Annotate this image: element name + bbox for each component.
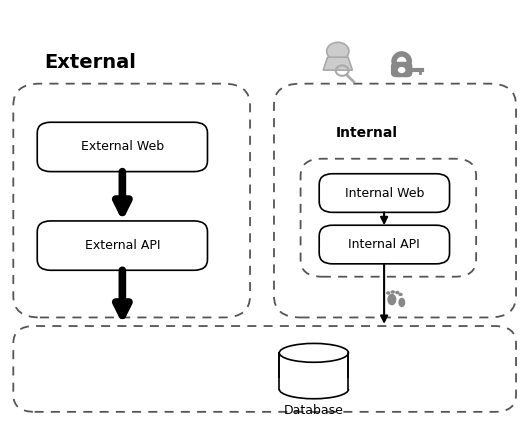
Text: Internal API: Internal API xyxy=(348,238,420,251)
Circle shape xyxy=(327,42,349,60)
FancyBboxPatch shape xyxy=(319,225,450,264)
Ellipse shape xyxy=(387,294,396,305)
Polygon shape xyxy=(323,57,352,70)
Text: Internal: Internal xyxy=(336,126,398,140)
FancyBboxPatch shape xyxy=(319,174,450,212)
Text: External: External xyxy=(45,53,136,72)
Text: Database: Database xyxy=(284,404,344,417)
Circle shape xyxy=(390,290,395,294)
FancyBboxPatch shape xyxy=(37,122,207,172)
Ellipse shape xyxy=(398,298,405,307)
Bar xyxy=(279,353,348,390)
Text: Internal Web: Internal Web xyxy=(345,187,424,199)
Text: External API: External API xyxy=(85,239,160,252)
Circle shape xyxy=(398,293,403,296)
FancyBboxPatch shape xyxy=(37,221,207,270)
Circle shape xyxy=(398,67,405,73)
Text: External Web: External Web xyxy=(81,140,164,154)
Bar xyxy=(278,378,350,390)
Ellipse shape xyxy=(279,380,348,399)
Circle shape xyxy=(395,291,400,294)
Ellipse shape xyxy=(279,343,348,362)
Circle shape xyxy=(386,291,390,295)
FancyBboxPatch shape xyxy=(391,62,412,77)
